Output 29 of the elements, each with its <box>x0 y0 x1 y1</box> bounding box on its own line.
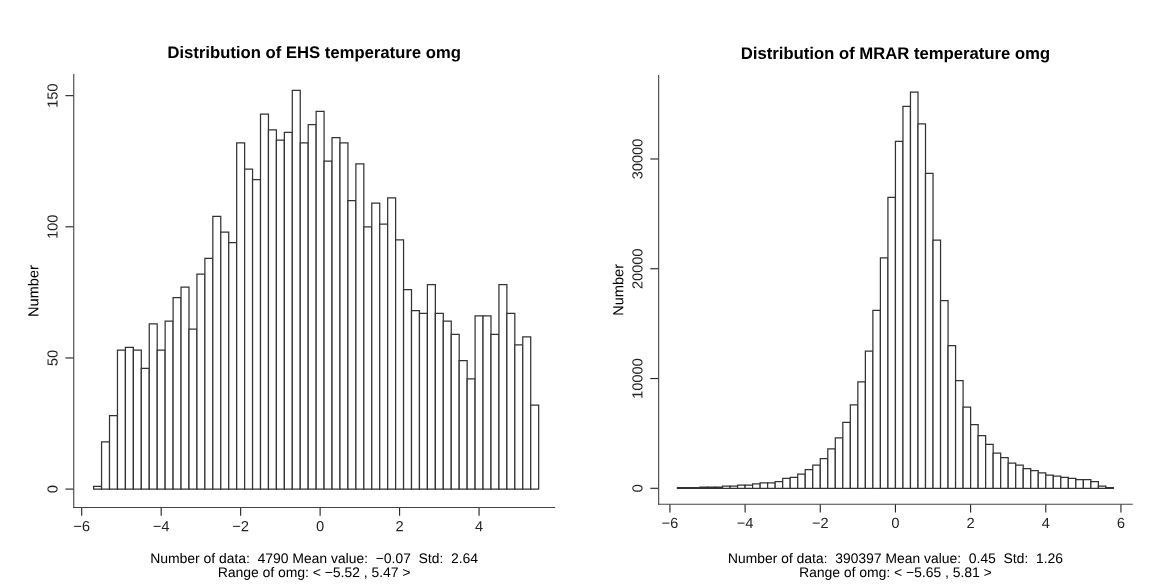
x-tick-label: −4 <box>737 517 753 528</box>
y-tick-label: 30000 <box>632 139 643 179</box>
y-tick-label: 20000 <box>632 249 643 289</box>
text: Number of data: 390397 Mean value: 0.45 Std: 1.26 <box>729 553 1063 564</box>
x-tick-label: 6 <box>1117 517 1125 529</box>
x-tick-label: 2 <box>967 517 974 528</box>
y-tick-label: 100 <box>47 215 58 238</box>
text: Range of omg: < −5.65 , 5.81 > <box>800 567 992 580</box>
x-tick-label: −2 <box>812 517 828 528</box>
x-tick-label: 2 <box>396 521 403 532</box>
y-tick-label: 0 <box>47 485 58 493</box>
y-tick-label: 0 <box>632 484 643 492</box>
y-tick-label: 10000 <box>632 358 643 398</box>
x-tick-label: 0 <box>891 517 899 529</box>
chart-title: Distribution of MRAR temperature omg <box>741 46 1049 63</box>
chart-title: Distribution of EHS temperature omg <box>168 45 460 62</box>
x-tick-label: 4 <box>475 521 483 532</box>
y-tick-label: 150 <box>47 84 58 107</box>
x-tick-label: 4 <box>1042 517 1050 528</box>
text: Number of data: 4790 Mean value: −0.07 Std: 2.64 <box>151 553 478 564</box>
x-tick-label: −2 <box>233 521 249 532</box>
x-tick-label: −6 <box>662 517 678 529</box>
x-tick-label: −4 <box>153 521 170 532</box>
text: Range of omg: < −5.52 , 5.47 > <box>218 567 410 580</box>
y-tick-label: 50 <box>47 350 58 366</box>
x-tick-label: 0 <box>316 521 324 532</box>
y-axis-title: Number <box>612 264 624 315</box>
y-axis-title: Number <box>27 265 39 316</box>
x-tick-label: −6 <box>74 521 90 532</box>
